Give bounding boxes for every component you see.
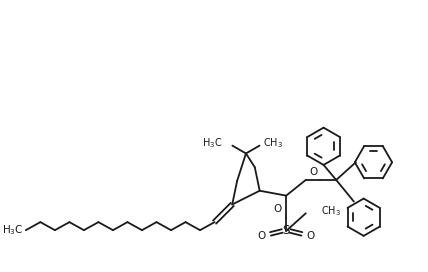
Text: O: O [257, 231, 265, 241]
Text: $\mathregular{H_3C}$: $\mathregular{H_3C}$ [202, 136, 223, 150]
Text: O: O [309, 167, 317, 177]
Text: $\mathregular{CH_3}$: $\mathregular{CH_3}$ [321, 205, 342, 218]
Text: S: S [282, 224, 290, 237]
Text: $\mathregular{CH_3}$: $\mathregular{CH_3}$ [264, 136, 283, 150]
Text: O: O [273, 204, 281, 214]
Text: $\mathregular{H_3C}$: $\mathregular{H_3C}$ [2, 223, 24, 237]
Text: O: O [307, 231, 315, 241]
